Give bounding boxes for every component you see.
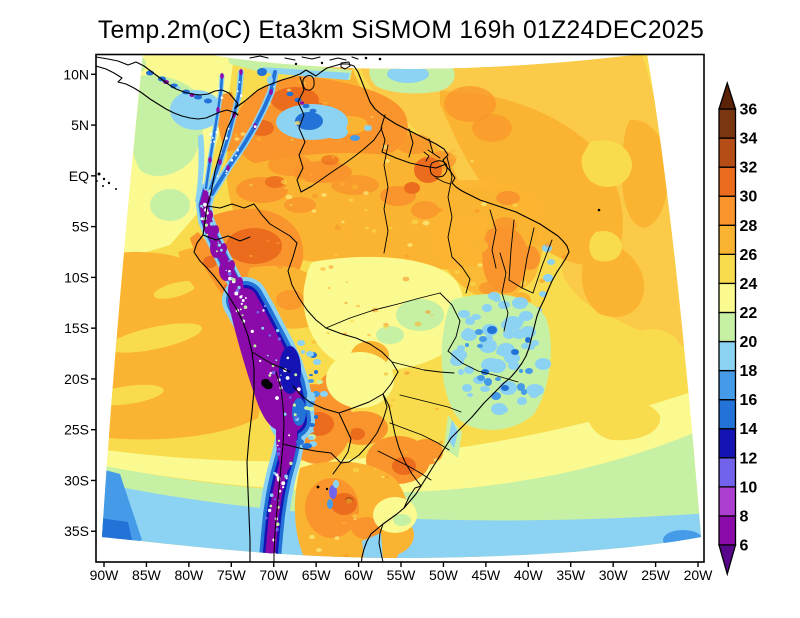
svg-text:10N: 10N <box>63 66 89 82</box>
svg-text:90W: 90W <box>90 567 120 583</box>
svg-text:20: 20 <box>740 334 758 351</box>
svg-text:25W: 25W <box>641 567 671 583</box>
svg-text:30W: 30W <box>599 567 629 583</box>
svg-text:8: 8 <box>740 508 749 525</box>
svg-text:14: 14 <box>740 421 758 438</box>
svg-text:20S: 20S <box>64 371 89 387</box>
svg-text:40W: 40W <box>514 567 544 583</box>
svg-text:16: 16 <box>740 392 758 409</box>
svg-text:24: 24 <box>740 276 758 293</box>
svg-text:45W: 45W <box>471 567 501 583</box>
svg-text:55W: 55W <box>387 567 417 583</box>
svg-text:6: 6 <box>740 538 749 555</box>
svg-text:30S: 30S <box>64 472 89 488</box>
svg-text:5S: 5S <box>72 219 89 235</box>
svg-text:20W: 20W <box>684 567 714 583</box>
svg-text:18: 18 <box>740 363 758 380</box>
svg-text:26: 26 <box>740 247 758 264</box>
svg-text:15S: 15S <box>64 320 89 336</box>
svg-text:80W: 80W <box>174 567 204 583</box>
svg-text:28: 28 <box>740 218 758 235</box>
svg-text:65W: 65W <box>302 567 332 583</box>
svg-text:75W: 75W <box>217 567 247 583</box>
svg-text:Temp.2m(oC) Eta3km SiSMOM 169h: Temp.2m(oC) Eta3km SiSMOM 169h 01Z24DEC2… <box>98 17 704 44</box>
svg-text:50W: 50W <box>429 567 459 583</box>
svg-text:5N: 5N <box>71 117 89 133</box>
svg-text:22: 22 <box>740 305 758 322</box>
svg-text:36: 36 <box>740 102 758 119</box>
svg-text:32: 32 <box>740 160 758 177</box>
svg-text:10: 10 <box>740 479 758 496</box>
svg-text:85W: 85W <box>132 567 162 583</box>
svg-text:35S: 35S <box>64 523 89 539</box>
svg-text:34: 34 <box>740 131 758 148</box>
svg-text:35W: 35W <box>556 567 586 583</box>
svg-text:60W: 60W <box>344 567 374 583</box>
svg-text:12: 12 <box>740 450 758 467</box>
svg-text:25S: 25S <box>64 422 89 438</box>
svg-text:10S: 10S <box>64 269 89 285</box>
svg-text:70W: 70W <box>259 567 289 583</box>
svg-text:EQ: EQ <box>69 168 89 184</box>
svg-text:30: 30 <box>740 189 758 206</box>
